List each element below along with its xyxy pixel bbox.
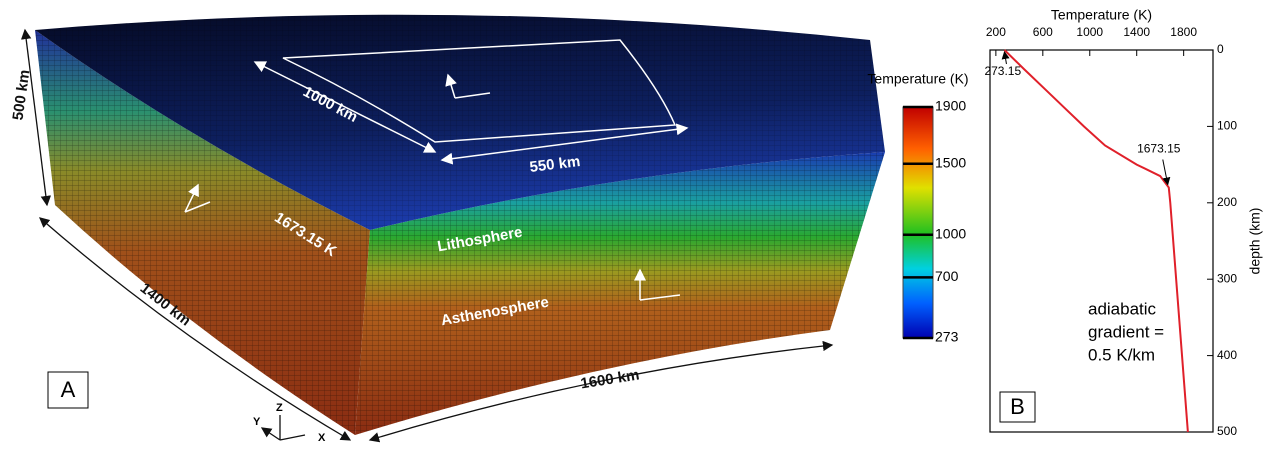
axis-name: X [318,432,326,444]
x-tick-label: 200 [986,25,1006,39]
x-axis-label: Temperature (K) [1051,7,1152,23]
y-tick-label: 400 [1217,348,1237,362]
dimension-label: 500 km [10,69,34,122]
mesh-block [35,15,885,435]
note: adiabatic [1088,299,1157,318]
y-tick-label: 300 [1217,271,1237,285]
colorbar-title: Temperature (K) [867,71,968,87]
panel-label: A [61,377,76,402]
y-tick-label: 500 [1217,424,1237,438]
colorbar-tick-label: 1000 [935,225,966,241]
colorbar-tick-label: 273 [935,329,959,345]
x-tick-label: 1400 [1123,25,1150,39]
annotation: 273.15 [984,64,1021,78]
figure: 500 km 1000 km 550 km 1400 km 1600 km 16… [0,0,1266,453]
annotation: 1673.15 [1137,142,1181,156]
panel-label: B [1010,394,1025,419]
note: gradient = [1088,322,1164,341]
plot-frame [990,50,1213,432]
profile-line [1004,50,1187,432]
x-tick-label: 600 [1033,25,1053,39]
axis-name: Z [276,402,283,414]
y-tick-label: 0 [1217,42,1224,56]
colorbar-tick-label: 1900 [935,98,966,114]
colorbar-tick-label: 700 [935,268,959,284]
y-axis-label: depth (km) [1247,208,1263,275]
y-tick-label: 200 [1217,195,1237,209]
note: 0.5 K/km [1088,345,1155,364]
x-tick-label: 1000 [1076,25,1103,39]
axis-name: Y [253,416,261,428]
x-tick-label: 1800 [1170,25,1197,39]
colorbar [903,107,933,338]
y-tick-label: 100 [1217,119,1237,133]
colorbar-tick-label: 1500 [935,154,966,170]
annotation-arrow [1004,52,1006,64]
